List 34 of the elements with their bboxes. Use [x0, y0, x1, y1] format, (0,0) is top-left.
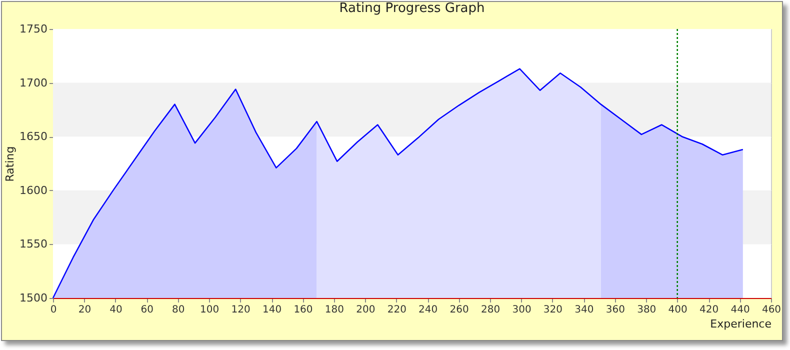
y-tick-label: 1700: [20, 76, 48, 90]
y-tick-label: 1600: [20, 184, 48, 197]
x-tick-label: 400: [668, 304, 688, 316]
x-tick-label: 100: [200, 304, 220, 316]
x-tick-label: 340: [574, 304, 594, 316]
x-tick-label: 60: [140, 304, 154, 316]
y-tick-label: 1500: [20, 292, 48, 304]
x-tick-label: 140: [262, 304, 282, 316]
x-axis-title: Experience: [710, 318, 772, 330]
line-series: [52, 68, 744, 299]
y-tick-label: 1750: [20, 22, 48, 36]
chart-title: Rating Progress Graph: [339, 1, 485, 16]
x-tick-label: 180: [324, 304, 344, 316]
x-tick-label: 320: [543, 304, 563, 316]
x-tick-label: 220: [387, 304, 406, 316]
x-tick-label: 40: [110, 304, 122, 316]
x-tick-label: 200: [356, 304, 376, 316]
y-tick-label: 1550: [20, 238, 48, 251]
x-tick-label: 280: [480, 304, 500, 316]
x-tick-label: 440: [730, 304, 750, 316]
x-tick-label: 120: [231, 304, 250, 316]
x-tick-label: 360: [606, 304, 625, 316]
x-tick-label: 80: [172, 304, 185, 316]
x-tick-label: 380: [637, 304, 656, 316]
y-tick-label: 1650: [20, 130, 48, 144]
x-tick-label: 160: [294, 304, 313, 316]
x-tick-label: 460: [762, 304, 782, 316]
x-tick-label: 300: [512, 304, 532, 316]
x-tick-label: 0: [50, 304, 57, 316]
x-tick-label: 20: [78, 304, 92, 316]
x-tick-label: 420: [700, 304, 719, 316]
x-tick-label: 260: [450, 304, 469, 316]
y-axis-title: Rating: [4, 146, 17, 182]
x-tick-label: 240: [418, 304, 438, 316]
